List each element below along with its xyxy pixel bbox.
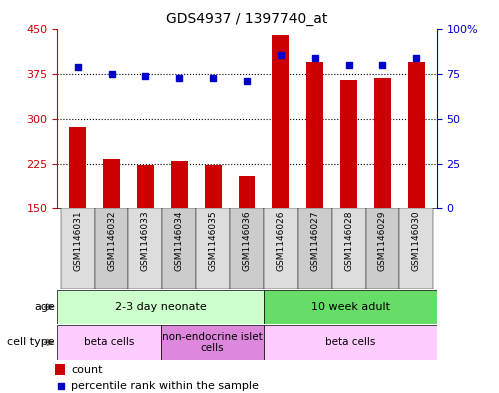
Bar: [272, 35, 289, 208]
Bar: [399, 208, 433, 289]
Text: non-endocrine islet
cells: non-endocrine islet cells: [162, 332, 263, 353]
Bar: [264, 290, 437, 324]
Bar: [95, 208, 129, 289]
Bar: [264, 325, 437, 360]
Bar: [55, 364, 65, 375]
Text: GSM1146034: GSM1146034: [175, 211, 184, 271]
Bar: [103, 160, 120, 208]
Text: cell type: cell type: [7, 337, 55, 347]
Bar: [340, 80, 357, 208]
Bar: [61, 208, 95, 289]
Bar: [129, 208, 162, 289]
Bar: [374, 78, 391, 208]
Text: GSM1146029: GSM1146029: [378, 211, 387, 271]
Text: beta cells: beta cells: [325, 337, 376, 347]
Bar: [57, 290, 264, 324]
Bar: [408, 62, 425, 208]
Bar: [205, 165, 222, 208]
Text: GSM1146032: GSM1146032: [107, 211, 116, 271]
Bar: [196, 208, 230, 289]
Bar: [69, 127, 86, 208]
Text: count: count: [71, 365, 103, 375]
Text: GSM1146036: GSM1146036: [243, 211, 251, 271]
Text: GSM1146028: GSM1146028: [344, 211, 353, 271]
Text: GSM1146033: GSM1146033: [141, 211, 150, 271]
Bar: [137, 165, 154, 208]
Bar: [57, 325, 161, 360]
Text: GSM1146026: GSM1146026: [276, 211, 285, 271]
Bar: [230, 208, 264, 289]
Bar: [161, 325, 264, 360]
Bar: [171, 161, 188, 208]
Bar: [239, 176, 255, 208]
Text: GSM1146027: GSM1146027: [310, 211, 319, 271]
Bar: [306, 62, 323, 208]
Text: GSM1146031: GSM1146031: [73, 211, 82, 271]
Text: GSM1146030: GSM1146030: [412, 211, 421, 271]
Text: 10 week adult: 10 week adult: [311, 302, 390, 312]
Text: beta cells: beta cells: [84, 337, 134, 347]
Bar: [332, 208, 365, 289]
Bar: [298, 208, 332, 289]
Bar: [365, 208, 399, 289]
Text: 2-3 day neonate: 2-3 day neonate: [115, 302, 207, 312]
Title: GDS4937 / 1397740_at: GDS4937 / 1397740_at: [166, 12, 328, 26]
Bar: [264, 208, 298, 289]
Text: age: age: [34, 302, 55, 312]
Text: percentile rank within the sample: percentile rank within the sample: [71, 382, 259, 391]
Bar: [162, 208, 196, 289]
Text: GSM1146035: GSM1146035: [209, 211, 218, 271]
